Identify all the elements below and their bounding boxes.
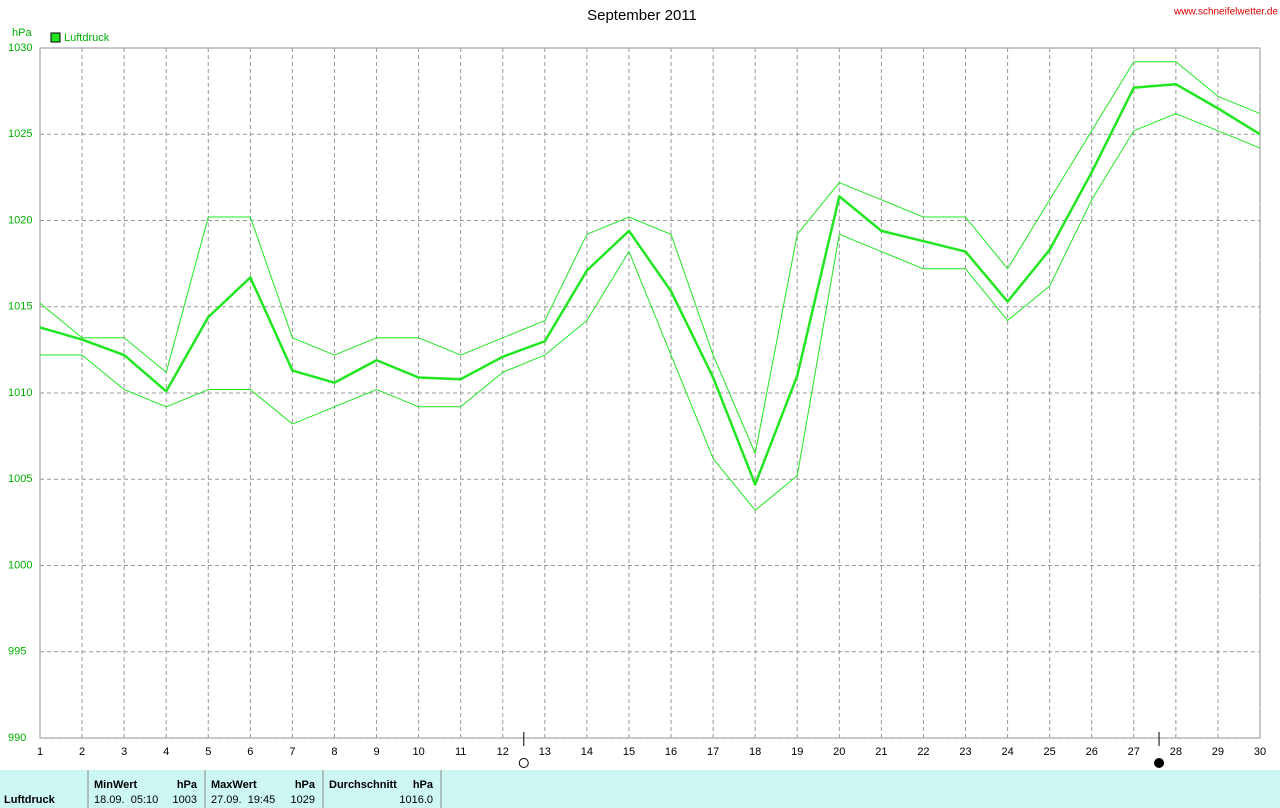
y-axis-label: hPa xyxy=(12,27,32,39)
x-tick-label: 28 xyxy=(1170,746,1182,758)
x-tick-label: 16 xyxy=(665,746,677,758)
x-tick-label: 12 xyxy=(497,746,509,758)
x-tick-label: 25 xyxy=(1044,746,1056,758)
x-tick-label: 3 xyxy=(121,746,127,758)
table-time: 27.09. 19:45 xyxy=(211,794,275,806)
x-tick-label: 11 xyxy=(455,746,466,758)
table-row-label: Luftdruck xyxy=(4,794,56,806)
x-tick-label: 21 xyxy=(875,746,887,758)
table-time: 18.09. 05:10 xyxy=(94,794,158,806)
y-tick-label: 1025 xyxy=(8,128,32,140)
x-tick-label: 2 xyxy=(79,746,85,758)
table-value: 1016.0 xyxy=(399,794,433,806)
x-tick-label: 29 xyxy=(1212,746,1224,758)
x-tick-label: 20 xyxy=(833,746,845,758)
x-tick-label: 10 xyxy=(412,746,424,758)
table-background xyxy=(0,770,1280,808)
table-unit: hPa xyxy=(413,779,434,791)
x-tick-label: 1 xyxy=(37,746,43,758)
x-tick-label: 8 xyxy=(331,746,337,758)
table-header: MinWert xyxy=(94,779,138,791)
x-tick-label: 24 xyxy=(1001,746,1013,758)
moon-symbol xyxy=(518,758,529,768)
table-header: Durchschnitt xyxy=(329,779,397,791)
x-tick-label: 30 xyxy=(1254,746,1266,758)
source-link: www.schneifelwetter.de xyxy=(1173,7,1278,18)
x-tick-label: 9 xyxy=(373,746,379,758)
x-tick-label: 13 xyxy=(539,746,551,758)
legend-label: Luftdruck xyxy=(64,32,110,44)
chart-title: September 2011 xyxy=(587,7,697,24)
legend-swatch xyxy=(50,32,61,43)
y-tick-label: 1005 xyxy=(8,473,32,485)
table-unit: hPa xyxy=(177,779,198,791)
table-value: 1029 xyxy=(291,794,315,806)
y-tick-label: 1015 xyxy=(8,301,32,313)
x-tick-label: 18 xyxy=(749,746,761,758)
x-tick-label: 7 xyxy=(289,746,295,758)
x-tick-label: 26 xyxy=(1086,746,1098,758)
x-tick-label: 4 xyxy=(163,746,169,758)
moon-symbol xyxy=(1154,758,1165,768)
y-tick-label: 990 xyxy=(8,732,26,744)
data-line xyxy=(39,82,1261,486)
data-line xyxy=(40,113,1261,511)
table-unit: hPa xyxy=(295,779,316,791)
x-tick-label: 14 xyxy=(581,746,593,758)
data-line xyxy=(39,61,1261,454)
y-tick-label: 1030 xyxy=(8,42,32,54)
y-tick-label: 1020 xyxy=(8,214,32,226)
x-tick-label: 6 xyxy=(247,746,253,758)
x-tick-label: 23 xyxy=(959,746,971,758)
y-tick-label: 1000 xyxy=(8,559,32,571)
table-header: MaxWert xyxy=(211,779,257,791)
x-tick-label: 5 xyxy=(205,746,211,758)
x-tick-label: 15 xyxy=(623,746,635,758)
table-value: 1003 xyxy=(173,794,197,806)
y-tick-label: 995 xyxy=(8,646,26,658)
x-tick-label: 27 xyxy=(1128,746,1140,758)
x-tick-label: 19 xyxy=(791,746,803,758)
x-tick-label: 22 xyxy=(917,746,929,758)
x-tick-label: 17 xyxy=(707,746,719,758)
y-tick-label: 1010 xyxy=(8,387,32,399)
